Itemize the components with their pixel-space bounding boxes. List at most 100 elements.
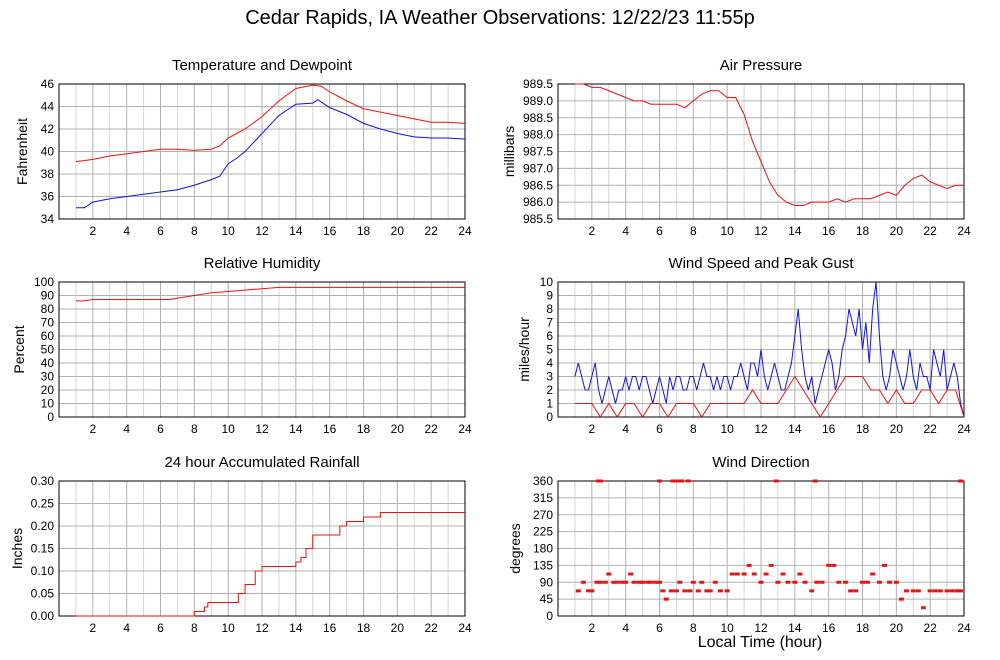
x-tick-label: 8 bbox=[690, 224, 697, 238]
x-tick-label: 20 bbox=[890, 621, 904, 635]
humidity-series-red-line bbox=[75, 286, 465, 302]
x-tick-label: 24 bbox=[458, 422, 472, 436]
x-tick-label: 14 bbox=[788, 621, 802, 635]
direction-point bbox=[682, 589, 688, 593]
chart-title: 24 hour Accumulated Rainfall bbox=[164, 454, 359, 471]
x-tick-label: 18 bbox=[856, 621, 870, 635]
temp-series-red-line bbox=[75, 84, 466, 163]
temp-chart: 2 4 6 8 10 12 14 16 18 20 22 2434363840424446Temper… bbox=[14, 57, 472, 238]
y-tick-label: 38 bbox=[41, 167, 55, 181]
direction-point bbox=[780, 572, 786, 576]
direction-point bbox=[580, 580, 586, 584]
y-tick-label: 6 bbox=[546, 329, 553, 343]
y-tick-label: 987.5 bbox=[523, 145, 553, 159]
direction-point bbox=[826, 563, 832, 567]
y-tick-label: 988.5 bbox=[523, 111, 553, 125]
x-tick-label: 6 bbox=[157, 224, 164, 238]
x-tick-label: 12 bbox=[255, 422, 269, 436]
x-tick-label: 24 bbox=[957, 621, 971, 635]
direction-point bbox=[814, 580, 820, 584]
x-tick-label: 10 bbox=[720, 422, 734, 436]
direction-point bbox=[751, 572, 757, 576]
direction-point bbox=[594, 580, 600, 584]
y-tick-label: 90 bbox=[540, 575, 554, 589]
y-tick-label: 10 bbox=[41, 397, 55, 411]
direction-point bbox=[958, 479, 964, 483]
direction-point bbox=[589, 589, 595, 593]
x-axis-label: Local Time (hour) bbox=[697, 634, 823, 651]
y-tick-label: 9 bbox=[546, 289, 553, 303]
direction-point bbox=[898, 597, 904, 601]
direction-point bbox=[860, 580, 865, 584]
x-tick-label: 8 bbox=[690, 422, 697, 436]
direction-point bbox=[687, 589, 693, 593]
y-tick-label: 0.05 bbox=[31, 587, 55, 601]
direction-point bbox=[812, 479, 818, 483]
y-tick-label: 988.0 bbox=[523, 128, 553, 142]
y-tick-label: 180 bbox=[533, 542, 553, 556]
x-tick-label: 8 bbox=[690, 621, 697, 635]
direction-point bbox=[734, 572, 740, 576]
direction-point bbox=[724, 589, 730, 593]
direction-point bbox=[927, 589, 933, 593]
x-tick-label: 22 bbox=[923, 422, 937, 436]
direction-point bbox=[645, 580, 651, 584]
y-tick-label: 5 bbox=[546, 343, 553, 357]
x-tick-label: 6 bbox=[656, 422, 663, 436]
direction-point bbox=[657, 580, 662, 584]
direction-point bbox=[657, 479, 662, 483]
y-axis-label: Fahrenheit bbox=[14, 118, 30, 185]
page-title: Cedar Rapids, IA Weather Observations: 1… bbox=[245, 7, 755, 29]
y-tick-label: 90 bbox=[41, 289, 55, 303]
y-tick-label: 986.0 bbox=[523, 195, 553, 209]
x-tick-label: 2 bbox=[588, 621, 595, 635]
rain-series-red-line bbox=[75, 512, 465, 617]
direction-point bbox=[887, 580, 893, 584]
direction-point bbox=[631, 580, 637, 584]
direction-point bbox=[797, 572, 803, 576]
direction-point bbox=[792, 580, 798, 584]
direction-point bbox=[707, 589, 713, 593]
direction-point bbox=[937, 589, 943, 593]
plot-frame bbox=[557, 83, 965, 220]
direction-point bbox=[611, 580, 617, 584]
y-tick-label: 34 bbox=[41, 212, 55, 226]
x-tick-label: 10 bbox=[720, 621, 734, 635]
y-tick-label: 0 bbox=[47, 410, 54, 424]
y-tick-label: 80 bbox=[41, 302, 55, 316]
x-tick-label: 4 bbox=[622, 422, 629, 436]
direction-point bbox=[893, 580, 899, 584]
plot-frame bbox=[58, 281, 466, 418]
humidity-chart: 2 4 6 8 10 12 14 16 18 20 22 2401020304050607080901… bbox=[11, 255, 472, 436]
direction-point bbox=[819, 580, 825, 584]
x-tick-label: 14 bbox=[788, 422, 802, 436]
direction-point bbox=[958, 589, 964, 593]
direction-point bbox=[903, 589, 909, 593]
x-tick-label: 22 bbox=[424, 422, 438, 436]
direction-point bbox=[954, 589, 960, 593]
x-tick-label: 22 bbox=[923, 621, 937, 635]
y-axis-label: Inches bbox=[9, 528, 25, 569]
chart-title: Temperature and Dewpoint bbox=[172, 57, 353, 74]
y-tick-label: 4 bbox=[546, 356, 553, 370]
y-tick-label: 0 bbox=[546, 410, 553, 424]
direction-point bbox=[910, 589, 916, 593]
x-tick-label: 8 bbox=[191, 621, 198, 635]
direction-point bbox=[853, 589, 859, 593]
x-tick-label: 16 bbox=[323, 224, 337, 238]
direction-point bbox=[785, 580, 791, 584]
direction-point bbox=[628, 572, 634, 576]
y-tick-label: 8 bbox=[546, 302, 553, 316]
x-tick-label: 16 bbox=[822, 224, 836, 238]
direction-point bbox=[695, 589, 701, 593]
pressure-chart: 2 4 6 8 10 12 14 16 18 20 22 24985.5986.0986.5987.0… bbox=[501, 57, 971, 238]
y-tick-label: 42 bbox=[41, 122, 55, 136]
direction-point bbox=[575, 589, 581, 593]
x-tick-label: 18 bbox=[856, 224, 870, 238]
direction-point bbox=[809, 589, 815, 593]
y-axis-label: millibars bbox=[501, 126, 517, 177]
x-tick-label: 22 bbox=[424, 621, 438, 635]
y-tick-label: 0.00 bbox=[31, 609, 55, 623]
x-tick-label: 12 bbox=[255, 224, 269, 238]
